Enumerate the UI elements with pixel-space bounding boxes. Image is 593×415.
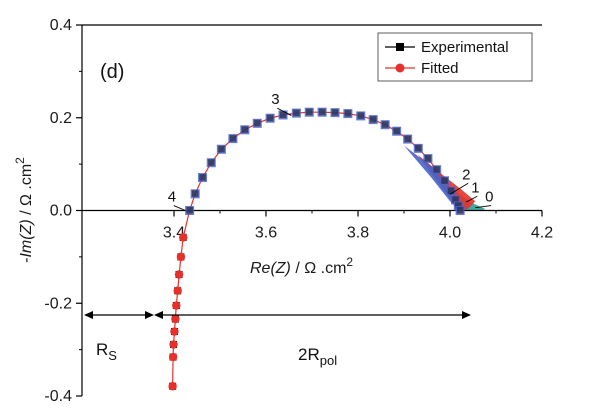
experimental-point <box>229 135 237 142</box>
experimental-point <box>191 190 199 197</box>
fitted-point <box>171 314 180 324</box>
experimental-point <box>433 166 440 173</box>
experimental-point <box>357 112 365 119</box>
x-tick-label: 4.2 <box>531 225 553 242</box>
y-axis-title: -Im(Z) / Ω .cm2 <box>13 157 35 263</box>
x-tick-label: 3.8 <box>347 225 369 242</box>
fitted-point <box>176 252 186 262</box>
experimental-point <box>447 187 455 195</box>
y-tick-label: 0.0 <box>50 203 72 220</box>
annotation-leader <box>465 195 478 203</box>
legend-experimental-marker <box>396 43 404 51</box>
y-axis: -0.4 -0.2 0.0 0.2 0.4 <box>44 17 82 405</box>
experimental-point <box>393 127 400 135</box>
fitted-point <box>174 270 184 279</box>
legend-box <box>377 32 533 82</box>
annotation-leader <box>276 107 292 116</box>
annotation-label: 0 <box>485 189 493 206</box>
fitted-point <box>168 382 177 391</box>
experimental-point <box>218 145 225 153</box>
y-tick-label: 0.4 <box>50 17 72 34</box>
experimental-point <box>452 196 459 203</box>
experimental-point <box>279 111 287 118</box>
experimental-point <box>306 108 313 116</box>
rs-arrowhead-left <box>84 311 93 319</box>
x-axis-title: Re(Z) / Ω .cm2 <box>250 255 353 277</box>
annotation-label: 2 <box>462 166 470 183</box>
fitted-point <box>169 340 178 349</box>
legend-fitted-marker <box>395 63 405 73</box>
annotation-leader <box>449 182 469 195</box>
y-tick-label: -0.4 <box>44 388 72 405</box>
x-tick-label: 4.0 <box>439 225 461 242</box>
rs-arrowhead-right <box>145 311 154 319</box>
annotation-label: 1 <box>471 179 479 196</box>
fitted-point <box>173 286 182 295</box>
y-tick-label: 0.2 <box>50 110 72 127</box>
experimental-point <box>441 177 448 184</box>
legend-fitted-label: Fitted <box>421 60 459 77</box>
legend: Experimental Fitted <box>377 32 533 82</box>
x-tick-label: 3.6 <box>255 225 277 242</box>
experimental-point <box>186 207 193 214</box>
curve-annotations: 012 3 4 <box>168 91 493 211</box>
experimental-point <box>293 109 300 117</box>
experimental-point <box>241 126 249 133</box>
experimental-point <box>455 202 462 209</box>
rpol-arrowhead-right <box>462 311 471 319</box>
tail-band-blue <box>404 145 460 211</box>
fitted-point <box>168 352 178 362</box>
experimental-point <box>369 116 377 123</box>
legend-experimental-label: Experimental <box>421 39 509 56</box>
fitted-point <box>172 301 181 310</box>
dimension-markers: RS 2Rpol <box>84 311 471 368</box>
rpol-arrowhead-left <box>154 311 163 319</box>
annotation-leader <box>475 205 492 209</box>
experimental-point <box>266 114 274 122</box>
experimental-point <box>318 108 326 116</box>
experimental-point <box>254 119 261 127</box>
annotation-label: 4 <box>168 189 176 206</box>
experimental-point <box>415 144 422 152</box>
experimental-point <box>456 207 464 214</box>
experimental-point <box>208 159 215 166</box>
annotation-leader <box>173 205 186 211</box>
experimental-point <box>381 121 389 128</box>
y-tick-label: -0.2 <box>44 295 72 312</box>
data-markers <box>168 107 465 391</box>
rs-label: RS <box>96 340 117 363</box>
experimental-point <box>404 135 411 143</box>
experimental-point <box>199 174 206 181</box>
fitted-point <box>170 327 179 336</box>
fitted-point <box>179 233 188 242</box>
rpol-label: 2Rpol <box>298 345 337 368</box>
experimental-point <box>344 110 352 117</box>
experimental-point <box>424 155 432 162</box>
panel-label: (d) <box>100 61 124 83</box>
annotation-label: 3 <box>271 91 279 108</box>
experimental-point <box>331 109 339 116</box>
